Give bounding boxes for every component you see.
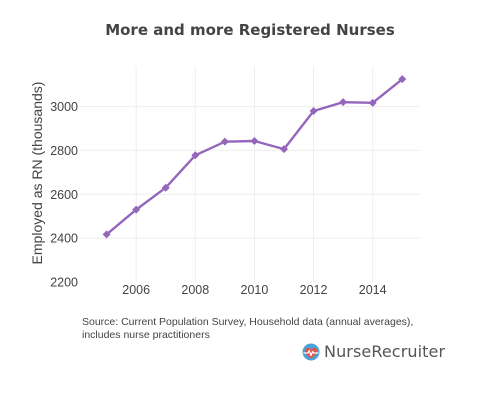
x-tick-labels: 2006 2008 2010 2012 2014	[122, 283, 386, 297]
source-line-2: includes nurse practitioners	[82, 329, 210, 341]
x-tick-label: 2014	[359, 283, 387, 297]
data-point-marker	[339, 98, 348, 107]
source-line-1: Source: Current Population Survey, House…	[82, 316, 414, 328]
data-point-marker	[398, 75, 407, 84]
data-point-marker	[220, 137, 229, 146]
source-note: Source: Current Population Survey, House…	[82, 316, 422, 342]
chart-title: More and more Registered Nurses	[105, 21, 395, 39]
nurserecruiter-logo: NurseRecruiter	[302, 342, 445, 361]
y-tick-label: 2600	[50, 188, 78, 202]
x-tick-label: 2008	[181, 283, 209, 297]
data-point-marker	[132, 205, 141, 214]
data-point-marker	[309, 106, 318, 115]
y-axis-label: Employed as RN (thousands)	[29, 82, 45, 265]
data-point-marker	[161, 183, 170, 192]
nurserecruiter-logo-icon	[302, 343, 320, 360]
x-tick-label: 2010	[241, 283, 269, 297]
y-tick-label: 3000	[50, 100, 78, 114]
data-point-marker	[368, 98, 377, 107]
y-tick-labels: 2200 2400 2600 2800 3000	[50, 100, 78, 289]
data-point-marker	[280, 145, 288, 154]
data-point-marker	[102, 230, 111, 239]
y-tick-label: 2800	[50, 144, 78, 158]
data-point-marker	[191, 151, 200, 160]
grid-lines	[80, 66, 420, 282]
x-tick-label: 2012	[300, 283, 328, 297]
y-tick-label: 2400	[50, 232, 78, 246]
data-point-marker	[250, 136, 259, 145]
x-tick-label: 2006	[122, 283, 150, 297]
logo-text: NurseRecruiter	[324, 342, 446, 361]
y-tick-label: 2200	[50, 276, 78, 290]
series-layer	[102, 75, 407, 239]
